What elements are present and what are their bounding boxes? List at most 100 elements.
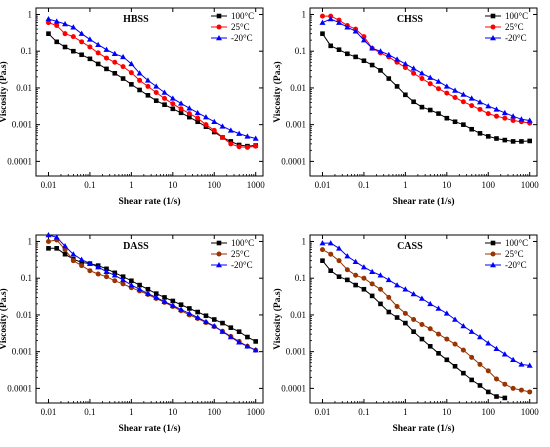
legend-entry: -20°C <box>485 260 527 270</box>
data-point <box>411 317 417 323</box>
data-point <box>62 247 68 253</box>
data-point <box>461 370 466 376</box>
data-point <box>252 347 259 353</box>
legend-marker <box>490 35 496 41</box>
data-point <box>95 50 101 56</box>
data-point <box>378 301 383 307</box>
legend-label: -20°C <box>231 260 253 270</box>
data-point <box>427 74 434 80</box>
data-point <box>402 60 409 67</box>
legend-marker <box>490 24 496 30</box>
data-point <box>386 309 392 315</box>
y-tick-label: 0.0001 <box>7 156 32 166</box>
legend-marker <box>216 240 222 246</box>
data-point <box>501 351 508 357</box>
y-tick-label: 0.0001 <box>7 383 32 393</box>
data-point <box>86 36 93 42</box>
data-point <box>452 87 459 93</box>
data-point <box>103 46 110 52</box>
data-point <box>211 127 217 133</box>
legend-entry: -20°C <box>211 33 253 43</box>
data-point <box>436 86 442 92</box>
x-tick-label: 1 <box>129 407 134 417</box>
plot-frame <box>309 7 538 177</box>
data-point <box>186 111 192 117</box>
data-point <box>444 336 450 342</box>
data-point <box>526 362 533 368</box>
data-point <box>485 340 492 346</box>
data-point <box>227 334 234 340</box>
data-point <box>427 300 434 307</box>
chart-panel-dass: 0.01 0.1 1 10 100 1000 0.0001 0.001 0.01 0.1 1 Shea… <box>0 232 265 434</box>
data-point <box>419 104 425 110</box>
legend-marker <box>490 13 496 19</box>
data-point <box>245 334 250 340</box>
data-point <box>394 84 400 89</box>
data-point <box>54 23 60 29</box>
data-point <box>452 94 458 100</box>
data-point <box>195 119 200 125</box>
y-tick-label: 0.1 <box>21 46 32 56</box>
legend-marker <box>216 262 222 268</box>
chart-panel-chss: 0.01 0.1 1 10 100 1000 0.0001 0.001 0.01 0.1 1 Shea… <box>272 7 539 207</box>
data-point <box>112 59 118 65</box>
data-point <box>169 95 176 101</box>
data-point <box>70 24 77 30</box>
y-tick-label: 0.01 <box>16 83 32 93</box>
data-point <box>460 347 466 353</box>
data-point <box>328 43 334 49</box>
data-point <box>144 77 151 83</box>
y-axis-label: Viscosity (Pa.s) <box>0 61 9 122</box>
legend-entry: 25°C <box>485 22 524 32</box>
data-point <box>436 111 441 116</box>
y-tick-label: 1 <box>302 9 307 19</box>
data-point <box>128 60 135 67</box>
data-point <box>476 334 483 340</box>
data-point <box>378 68 383 73</box>
legend-label: 25°C <box>505 249 524 259</box>
data-point <box>435 305 442 311</box>
data-point <box>510 117 516 123</box>
x-tick-label: 10 <box>442 407 452 417</box>
data-point <box>460 322 467 329</box>
data-point <box>70 251 77 257</box>
legend-label: 100°C <box>505 238 528 248</box>
x-axis-label: Shear rate (1/s) <box>392 196 454 207</box>
data-point <box>411 99 416 105</box>
data-point <box>485 103 492 109</box>
data-point <box>236 144 242 150</box>
data-point <box>327 240 334 246</box>
data-point <box>169 302 176 308</box>
data-point <box>419 321 425 327</box>
data-point <box>319 19 326 25</box>
data-point <box>145 83 151 89</box>
data-point <box>419 336 425 342</box>
legend-entry: 25°C <box>211 22 250 32</box>
data-point <box>510 139 516 144</box>
y-tick-label: 0.001 <box>286 120 306 130</box>
data-point <box>468 328 475 334</box>
legend-entry: -20°C <box>485 33 527 43</box>
panel-title: DASS <box>123 241 149 252</box>
chart-panel-hbss: 0.01 0.1 1 10 100 1000 0.0001 0.001 0.01 0.1 1 Shea… <box>0 7 265 207</box>
x-tick-label: 0.01 <box>315 180 331 190</box>
data-point <box>377 286 383 292</box>
legend-marker <box>490 251 496 257</box>
data-point <box>344 267 350 273</box>
data-point <box>469 126 474 132</box>
x-axis-label: Shear rate (1/s) <box>118 196 180 207</box>
data-point <box>477 131 483 136</box>
data-point <box>336 258 342 264</box>
data-point <box>345 51 350 57</box>
y-tick-label: 1 <box>28 9 33 19</box>
data-point <box>153 98 159 103</box>
data-point <box>203 122 209 128</box>
data-point <box>153 291 159 296</box>
data-point <box>53 234 60 240</box>
data-point <box>402 286 409 292</box>
data-point <box>344 24 351 30</box>
data-point <box>70 34 76 40</box>
x-tick-label: 10 <box>168 180 178 190</box>
legend-label: -20°C <box>505 33 527 43</box>
y-tick-label: 0.001 <box>12 347 32 357</box>
